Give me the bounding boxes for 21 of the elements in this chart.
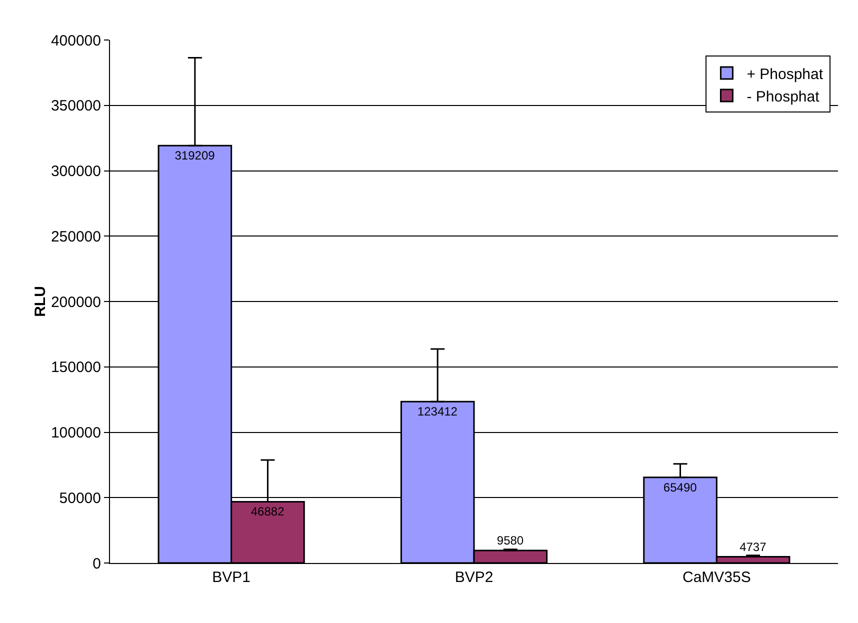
x-tick-label: CaMV35S [682, 569, 751, 586]
y-tick-label: 250000 [50, 228, 101, 246]
y-tick-label: 100000 [50, 424, 101, 442]
y-tick-label: 200000 [50, 294, 101, 311]
y-tick-label: 0 [92, 555, 101, 572]
data-label: 46882 [250, 504, 285, 519]
y-tick-label: 400000 [50, 32, 101, 50]
y-tick-label: 150000 [50, 359, 101, 376]
x-tick-label: BVP1 [212, 569, 251, 586]
data-label: 4737 [740, 540, 767, 554]
data-label: 319209 [174, 148, 216, 163]
data-label: 123412 [417, 404, 458, 419]
data-label: 65490 [663, 480, 698, 494]
y-tick-label: 300000 [50, 163, 101, 180]
legend-label: - Phosphat [746, 88, 820, 106]
legend-label: + Phosphat [746, 66, 824, 83]
y-tick-label: 50000 [59, 490, 101, 507]
x-tick-label: BVP2 [454, 569, 494, 586]
data-label: 9580 [496, 533, 524, 548]
y-tick-label: 350000 [50, 98, 101, 115]
y-axis-title: RLU [32, 286, 49, 317]
